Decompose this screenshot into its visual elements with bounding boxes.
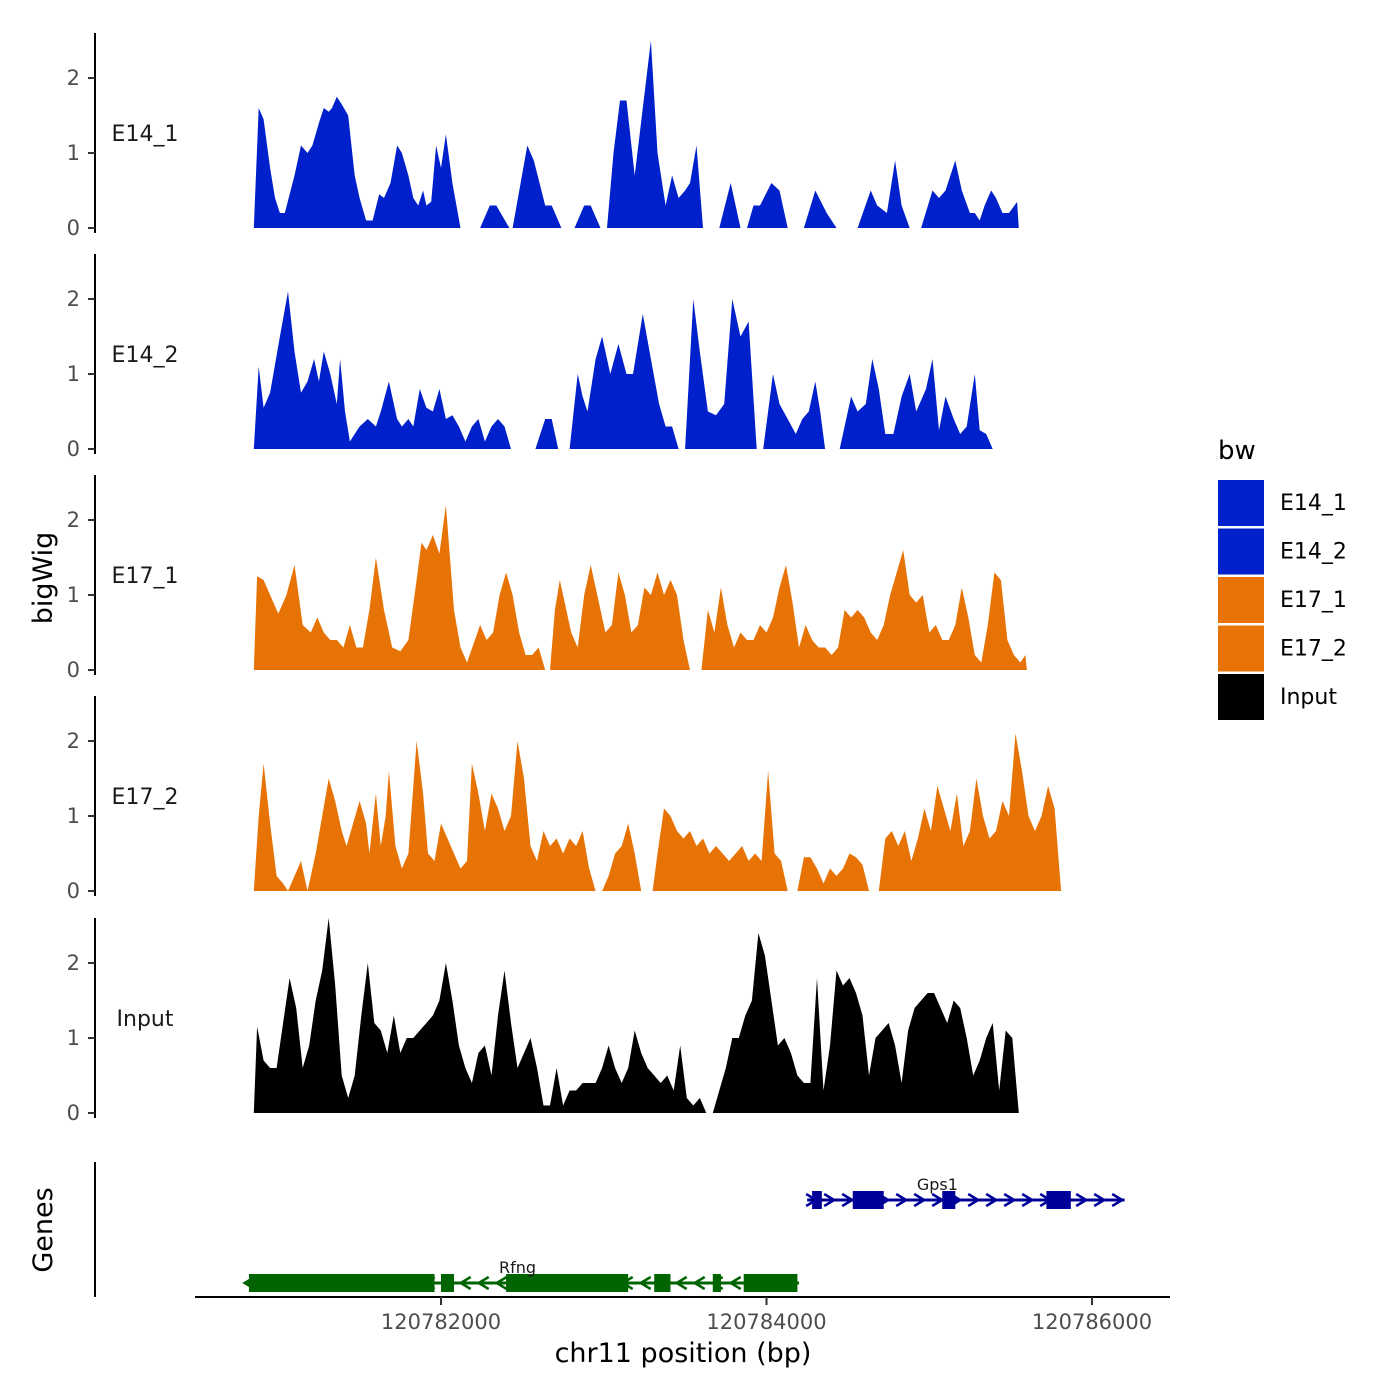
y-tick-label-E14_1-1: 1 bbox=[67, 141, 80, 165]
y-axis-title: bigWig bbox=[28, 532, 59, 625]
track-E17_2: 0 1 2 E17_2 bbox=[67, 696, 1062, 903]
gene-Gps1: Gps1 bbox=[805, 1175, 1125, 1209]
strand-arrow bbox=[913, 1192, 927, 1208]
y-tick-label-E17_2-2: 2 bbox=[67, 729, 80, 753]
y-tick-label-Input-2: 2 bbox=[67, 951, 80, 975]
exon-Gps1-2 bbox=[852, 1191, 884, 1209]
strand-arrow bbox=[692, 1275, 706, 1291]
area-Input bbox=[253, 918, 1019, 1113]
strand-arrow bbox=[458, 1275, 472, 1291]
track-E14_2: 0 1 2 E14_2 bbox=[67, 254, 993, 461]
exon-Rfng-3 bbox=[506, 1274, 629, 1292]
strand-arrow bbox=[985, 1192, 999, 1208]
area-E14_2 bbox=[253, 291, 993, 449]
legend-swatch-E17_2 bbox=[1218, 625, 1264, 672]
track-label-E14_1: E14_1 bbox=[112, 122, 179, 147]
legend-title: bw bbox=[1218, 436, 1256, 466]
y-tick-label-E17_1-1: 1 bbox=[67, 583, 80, 607]
strand-arrow bbox=[476, 1275, 490, 1291]
track-label-Input: Input bbox=[117, 1007, 174, 1032]
x-tick-label-120784000: 120784000 bbox=[706, 1310, 826, 1334]
y-tick-label-E14_1-2: 2 bbox=[67, 66, 80, 90]
y-tick-label-E14_2-0: 0 bbox=[67, 437, 80, 461]
legend-label-E17_1: E17_1 bbox=[1280, 588, 1347, 613]
x-axis: 120782000 120784000 120786000 bbox=[195, 1296, 1170, 1334]
exon-Rfng-6 bbox=[743, 1274, 798, 1292]
track-E17_1: 0 1 2 E17_1 bbox=[67, 475, 1027, 682]
signal-tracks: 0 1 2 E14_1 0 1 2 E14_2 0 1 2 E17_1 0 1 2 E17_2 0 1 2 Input bbox=[67, 33, 1062, 1125]
y-tick-label-E14_2-1: 1 bbox=[67, 362, 80, 386]
legend-swatch-E14_2 bbox=[1218, 528, 1264, 575]
strand-arrow bbox=[967, 1192, 981, 1208]
strand-arrow bbox=[1111, 1192, 1125, 1208]
x-axis-title: chr11 position (bp) bbox=[555, 1338, 812, 1369]
exon-Rfng-5 bbox=[712, 1274, 721, 1292]
strand-arrow bbox=[823, 1192, 837, 1208]
strand-arrow bbox=[1003, 1192, 1017, 1208]
y-tick-label-Input-1: 1 bbox=[67, 1026, 80, 1050]
exon-Rfng-4 bbox=[654, 1274, 671, 1292]
legend: bw E14_1 E14_2 E17_1 E17_2 Input bbox=[1218, 436, 1347, 720]
y-tick-label-E17_2-0: 0 bbox=[67, 879, 80, 903]
y-tick-label-E14_1-0: 0 bbox=[67, 216, 80, 240]
y-tick-label-E17_2-1: 1 bbox=[67, 804, 80, 828]
y-tick-label-Input-0: 0 bbox=[67, 1101, 80, 1125]
area-E14_1 bbox=[253, 40, 1019, 228]
track-E14_1: 0 1 2 E14_1 bbox=[67, 33, 1019, 240]
strand-arrow bbox=[1093, 1192, 1107, 1208]
legend-label-E14_1: E14_1 bbox=[1280, 491, 1347, 516]
exon-Gps1-1 bbox=[812, 1191, 822, 1209]
area-E17_2 bbox=[253, 733, 1062, 891]
y-tick-label-E17_1-0: 0 bbox=[67, 658, 80, 682]
area-E17_1 bbox=[253, 505, 1027, 670]
track-label-E14_2: E14_2 bbox=[112, 343, 179, 368]
strand-arrow bbox=[1075, 1192, 1089, 1208]
legend-label-Input: Input bbox=[1280, 685, 1337, 710]
x-tick-label-120786000: 120786000 bbox=[1032, 1310, 1152, 1334]
legend-swatch-Input bbox=[1218, 674, 1264, 720]
legend-swatch-E17_1 bbox=[1218, 577, 1264, 623]
strand-arrow bbox=[841, 1192, 855, 1208]
genes-axis-title: Genes bbox=[28, 1187, 59, 1272]
strand-arrow bbox=[1021, 1192, 1035, 1208]
strand-arrow bbox=[638, 1275, 652, 1291]
legend-label-E17_2: E17_2 bbox=[1280, 637, 1347, 662]
genes-panel: Gps1 Rfng bbox=[94, 1162, 1125, 1297]
track-label-E17_1: E17_1 bbox=[112, 564, 179, 589]
strand-arrow bbox=[494, 1275, 508, 1291]
strand-arrow bbox=[674, 1275, 688, 1291]
gene-Rfng: Rfng bbox=[242, 1258, 800, 1292]
strand-arrow bbox=[728, 1275, 742, 1291]
track-Input: 0 1 2 Input bbox=[67, 918, 1019, 1125]
strand-arrow bbox=[895, 1192, 909, 1208]
exon-Gps1-3 bbox=[942, 1191, 956, 1209]
strand-arrow bbox=[931, 1192, 945, 1208]
y-tick-label-E14_2-2: 2 bbox=[67, 287, 80, 311]
legend-label-E14_2: E14_2 bbox=[1280, 540, 1347, 565]
track-label-E17_2: E17_2 bbox=[112, 785, 179, 810]
legend-swatch-E14_1 bbox=[1218, 480, 1264, 526]
exon-Rfng-1 bbox=[248, 1274, 435, 1292]
gene-label-Rfng: Rfng bbox=[499, 1258, 536, 1277]
exon-Rfng-2 bbox=[441, 1274, 455, 1292]
exon-Gps1-4 bbox=[1046, 1191, 1071, 1209]
y-tick-label-E17_1-2: 2 bbox=[67, 508, 80, 532]
x-tick-label-120782000: 120782000 bbox=[381, 1310, 501, 1334]
gene-label-Gps1: Gps1 bbox=[917, 1175, 958, 1194]
